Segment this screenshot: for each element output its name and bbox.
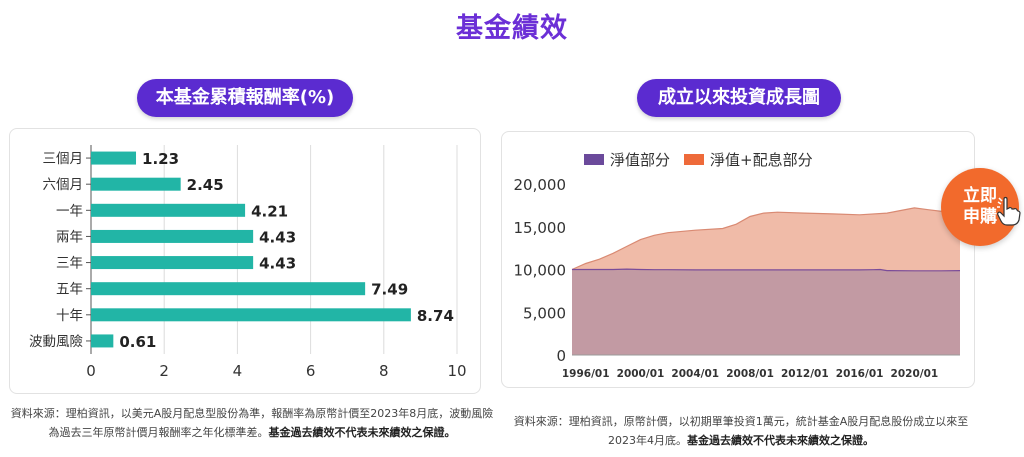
x-tick-label: 0 (86, 362, 96, 380)
apply-now-button[interactable]: 立即 申購 (941, 168, 1019, 246)
growth-area-chart: 0 5,000 10,000 15,000 20,000 1996/01 2000/01 20… (514, 151, 961, 380)
category-label: 兩年 (56, 229, 83, 245)
category-label: 十年 (56, 308, 83, 324)
bar-value-label: 7.49 (371, 281, 408, 299)
apply-now-line2: 申購 (963, 207, 997, 227)
growth-disclaimer: 基金過去績效不代表未來績效之保證。 (687, 434, 874, 447)
pointing-hand-icon (997, 196, 1021, 226)
page-title: 基金績效 (456, 13, 568, 44)
category-label: 三年 (56, 256, 83, 272)
legend-swatch (684, 154, 704, 165)
growth-chart-card: 0 5,000 10,000 15,000 20,000 1996/01 2000/01 20… (501, 131, 975, 388)
bar (91, 229, 254, 243)
bar-value-label: 0.61 (119, 333, 156, 351)
returns-source-note: 資料來源：理柏資訊，以美元A股月配息型股份為準，報酬率為原幣計價至2023年8月… (10, 404, 494, 442)
returns-disclaimer: 基金過去績效不代表未來績效之保證。 (268, 426, 456, 439)
bar-value-label: 1.23 (142, 150, 179, 168)
x-tick-label: 2000/01 (617, 368, 665, 380)
apply-now-line1: 立即 (963, 186, 997, 206)
x-tick-label: 8 (379, 362, 389, 380)
returns-chart-card: 0 2 4 6 8 10 三個月 1.23 六個月 2.45 一年 4.21 兩年 4.43 三年 4.43 五… (9, 128, 481, 394)
bar-value-label: 4.43 (259, 255, 296, 273)
series-line-total (571, 207, 961, 271)
y-tick-label: 10,000 (514, 262, 567, 280)
bar (91, 334, 114, 348)
legend-swatch (584, 154, 604, 165)
returns-bar-chart: 0 2 4 6 8 10 三個月 1.23 六個月 2.45 一年 4.21 兩年 4.43 三年 4.43 五… (29, 145, 467, 380)
x-tick-label: 2004/01 (671, 368, 719, 380)
bar-value-label: 8.74 (417, 307, 454, 325)
y-tick-label: 5,000 (523, 304, 566, 322)
x-tick-label: 10 (447, 362, 466, 380)
category-label: 三個月 (43, 151, 84, 167)
y-tick-label: 20,000 (514, 176, 567, 194)
category-label: 六個月 (43, 177, 84, 193)
category-label: 波動風險 (29, 334, 83, 350)
series-line-nav (572, 268, 961, 272)
returns-heading: 本基金累積報酬率(%) (137, 79, 353, 117)
growth-source-note: 資料來源：理柏資訊，原幣計價，以初期單筆投資1萬元，統計基金A股月配息股份成立以… (502, 412, 980, 450)
returns-source-text: 資料來源：理柏資訊，以美元A股月配息型股份為準，報酬率為原幣計價至2023年8月… (10, 407, 494, 439)
legend-label: 淨值部分 (610, 151, 670, 169)
x-tick-label: 2008/01 (726, 368, 774, 380)
x-tick-label: 2016/01 (836, 368, 884, 380)
bar (91, 308, 411, 322)
y-tick-label: 0 (556, 347, 566, 365)
bar-value-label: 4.21 (251, 202, 288, 220)
x-tick-label: 1996/01 (562, 368, 610, 380)
bar (91, 203, 246, 217)
category-label: 五年 (56, 282, 83, 298)
bar (91, 177, 181, 191)
x-tick-label: 2020/01 (891, 368, 939, 380)
x-tick-label: 2 (159, 362, 169, 380)
bar (91, 282, 366, 296)
x-tick-label: 6 (306, 362, 316, 380)
bar (91, 256, 254, 270)
bar-value-label: 4.43 (259, 228, 296, 246)
growth-source-text: 資料來源：理柏資訊，原幣計價，以初期單筆投資1萬元，統計基金A股月配息股份成立以… (513, 415, 969, 447)
bar-value-label: 2.45 (187, 176, 224, 194)
legend-label: 淨值+配息部分 (710, 151, 813, 169)
growth-heading: 成立以來投資成長圖 (637, 79, 841, 117)
bar (91, 151, 137, 165)
y-tick-label: 15,000 (514, 219, 567, 237)
x-tick-label: 4 (233, 362, 243, 380)
series-area-nav (572, 269, 960, 355)
category-label: 一年 (56, 203, 83, 219)
x-tick-label: 2012/01 (781, 368, 829, 380)
